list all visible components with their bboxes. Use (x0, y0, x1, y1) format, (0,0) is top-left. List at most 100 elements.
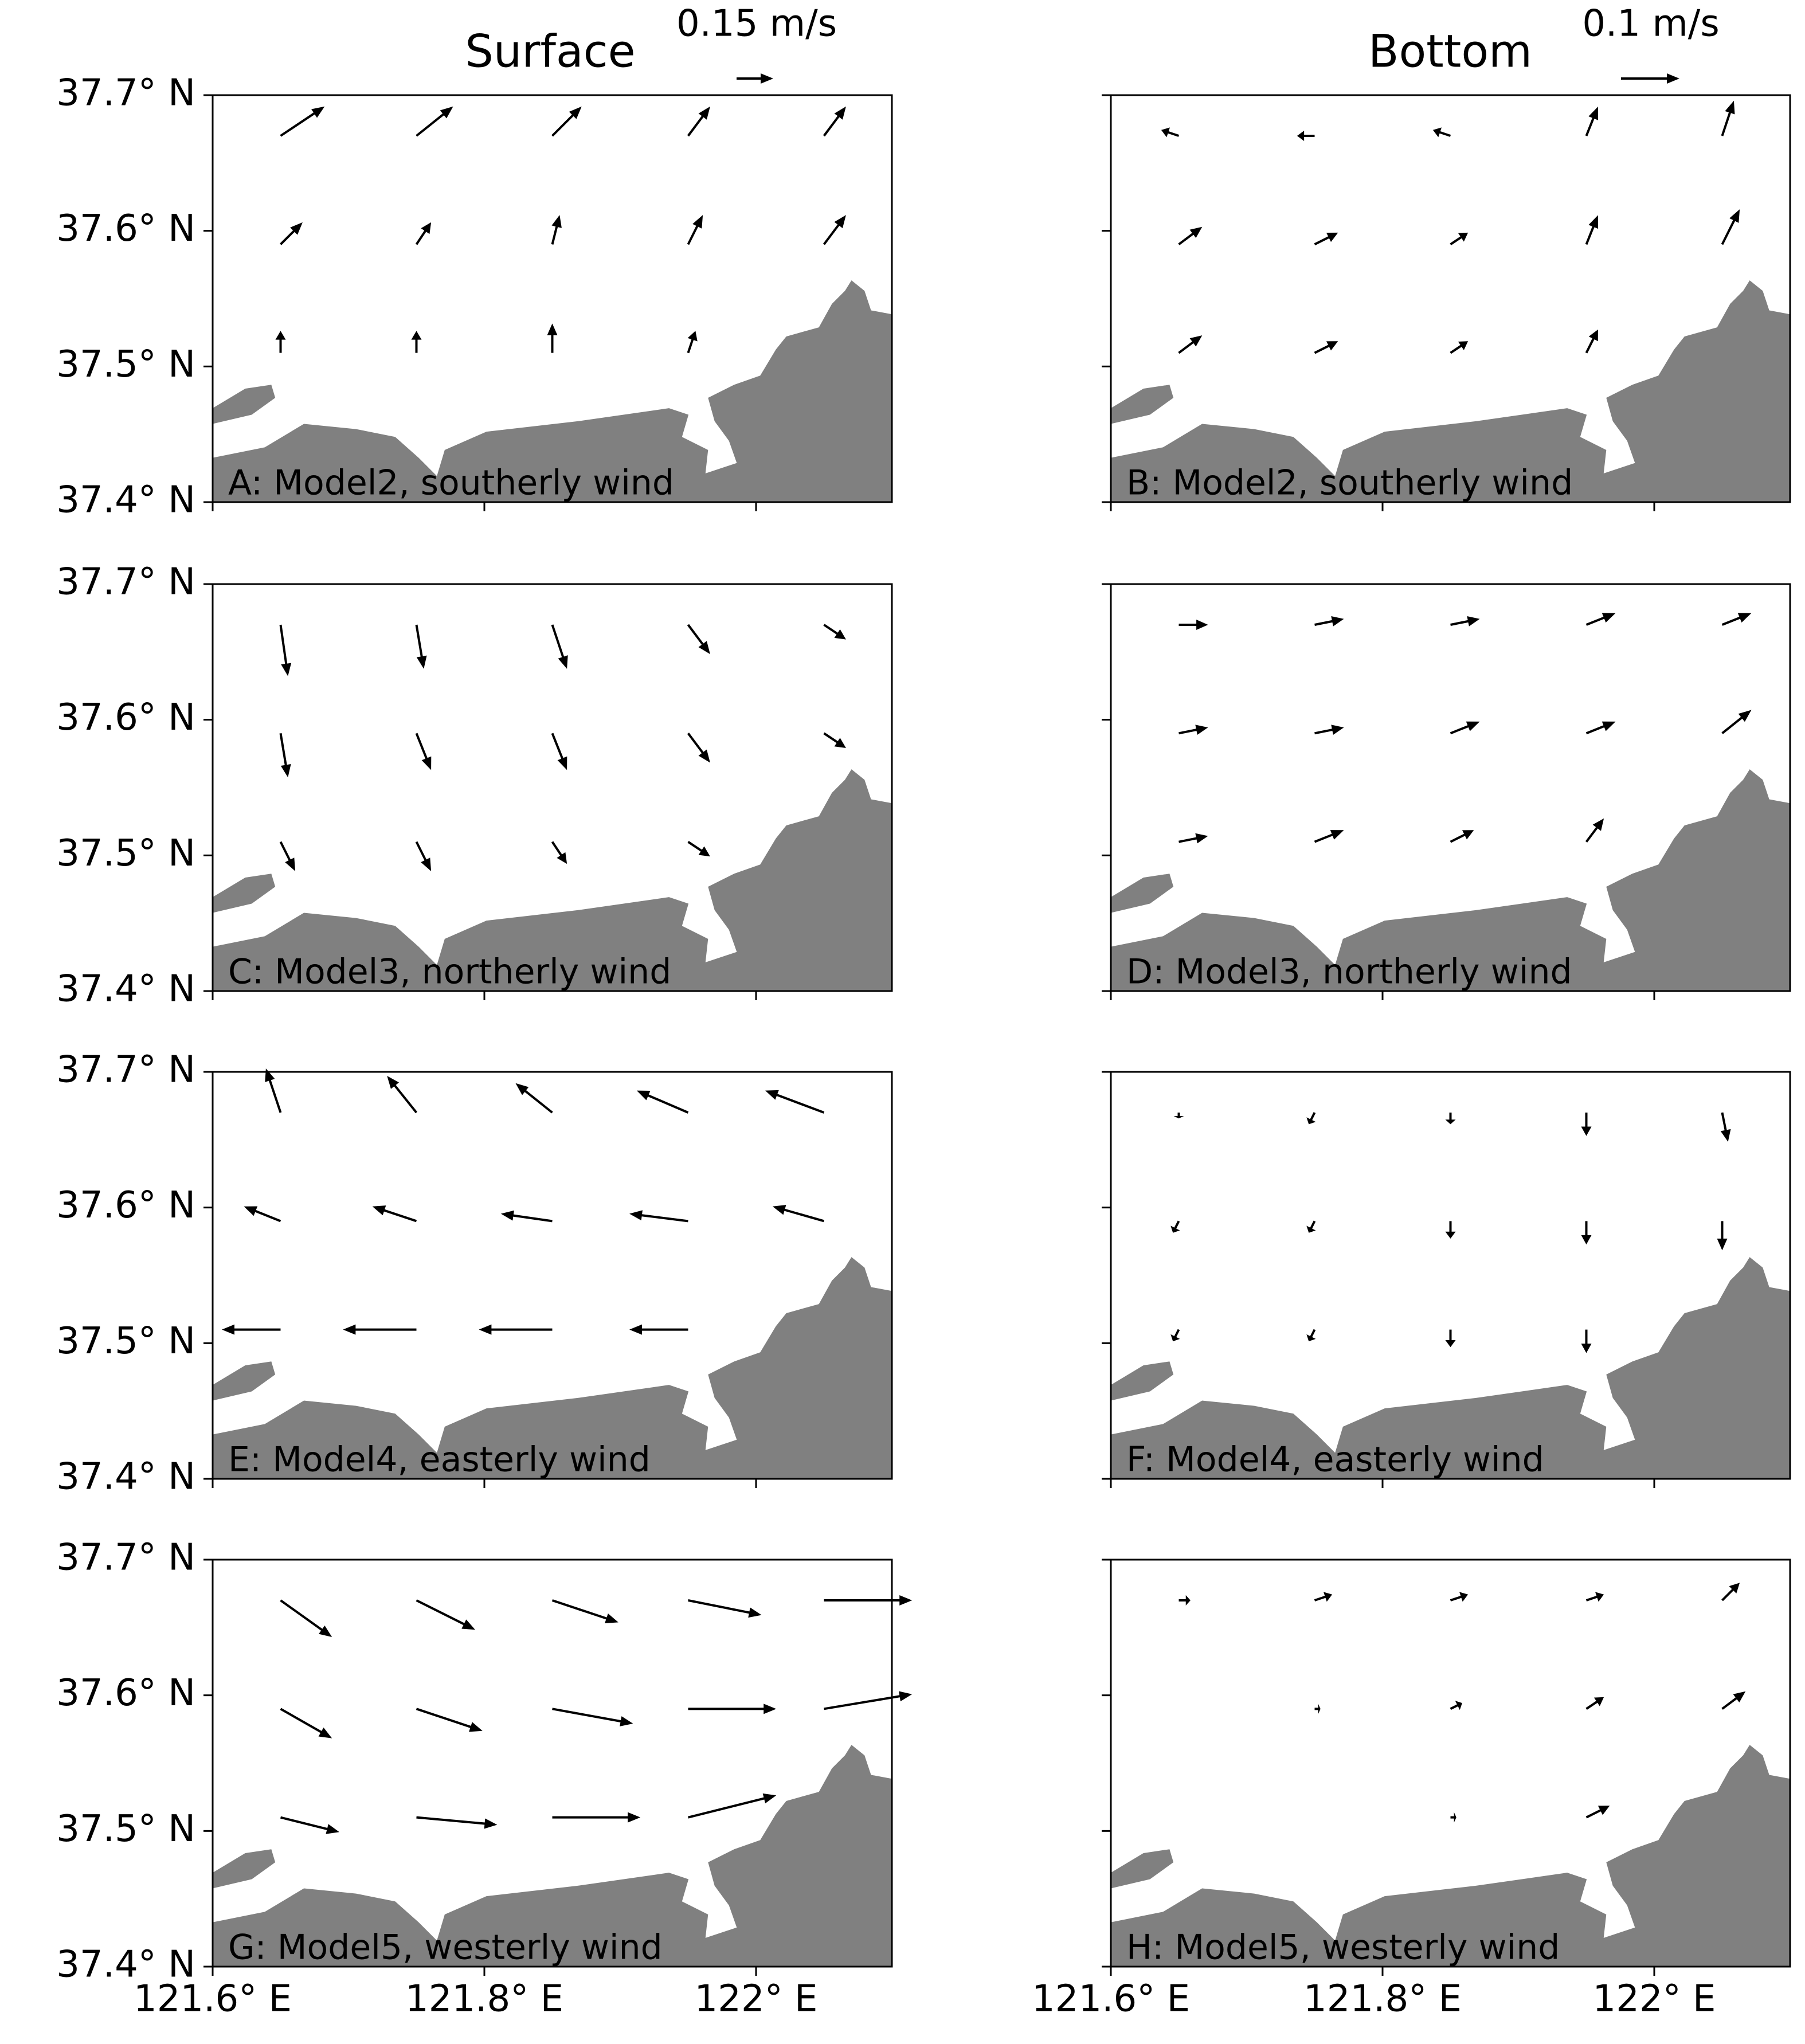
current-vector (823, 215, 846, 245)
current-vector (222, 1324, 281, 1335)
key-label: 0.15 m/s (676, 3, 837, 45)
x-tick-label: 122° E (695, 1978, 818, 2020)
current-vector (1170, 1329, 1180, 1342)
current-vector (280, 222, 303, 245)
y-tick-label: 37.4° N (56, 1944, 195, 1986)
column-title: Bottom (1368, 26, 1532, 77)
current-vector (1178, 1595, 1191, 1606)
current-vector (551, 733, 567, 770)
current-vector (1581, 1221, 1592, 1245)
axes-frame (212, 1071, 893, 1480)
panel-label: B: Model2, southerly wind (1126, 463, 1573, 503)
current-vector (1717, 1221, 1728, 1251)
current-vector (551, 624, 568, 669)
panel: B: Model2, southerly wind (1102, 94, 1791, 511)
current-vector (1585, 1697, 1604, 1710)
current-vector (824, 1595, 913, 1606)
current-vector (415, 222, 432, 245)
current-vector (1306, 1220, 1316, 1233)
panel-label: C: Model3, northerly wind (228, 952, 671, 992)
axes-frame (1110, 1559, 1791, 1968)
current-vector (551, 841, 567, 864)
current-vector (1314, 616, 1344, 626)
panel-label: H: Model5, westerly wind (1126, 1928, 1560, 1968)
x-tick-label: 122° E (1593, 1978, 1716, 2020)
y-tick-label: 37.6° N (56, 1672, 195, 1714)
current-vector (275, 331, 286, 353)
panel: 37.4° N 37.5° N 37.6° N 37.7° N A: Model2, s… (56, 72, 893, 522)
current-vector (1450, 232, 1469, 245)
current-vector (1450, 1812, 1456, 1823)
axes-frame (1110, 94, 1791, 503)
current-vector (280, 1708, 332, 1738)
current-vector (416, 1599, 475, 1630)
current-vector (552, 1708, 633, 1726)
current-vector (416, 1708, 483, 1732)
axes-frame (212, 583, 893, 992)
current-vector (1314, 232, 1338, 246)
column-title: Surface (465, 26, 635, 77)
current-vector (1173, 1113, 1184, 1119)
current-vector (1585, 107, 1599, 136)
current-vector (1306, 1112, 1316, 1125)
current-vector (765, 1090, 825, 1114)
current-vector (279, 624, 292, 676)
y-tick-label: 37.4° N (56, 1456, 195, 1498)
current-vector (1585, 613, 1616, 626)
current-vector (415, 841, 432, 871)
current-vector (1432, 127, 1451, 138)
current-vector (1581, 1113, 1592, 1136)
current-vector (687, 733, 710, 763)
panel-label: A: Model2, southerly wind (228, 463, 674, 503)
key-arrow (1621, 73, 1679, 84)
current-vector (552, 1812, 641, 1823)
axes-frame (212, 1559, 893, 1968)
current-vector (688, 1704, 777, 1714)
current-vector (416, 106, 453, 137)
current-vector (688, 1599, 762, 1618)
current-vector (416, 1816, 498, 1829)
current-vector (244, 1206, 281, 1223)
current-vector (1720, 1112, 1731, 1142)
current-vector (1581, 1329, 1592, 1353)
y-tick-label: 37.6° N (56, 696, 195, 739)
current-vector (1450, 1701, 1462, 1710)
y-tick-label: 37.7° N (56, 561, 195, 604)
current-vector (824, 1691, 913, 1710)
current-vector (500, 1210, 553, 1223)
panel: 121.6° E 121.8° E 122° E 37.4° N 37.5° N 37.6… (56, 1537, 913, 2020)
current-vector (1314, 725, 1344, 735)
current-vector (1450, 1592, 1469, 1602)
x-tick-label: 121.6° E (1032, 1978, 1190, 2020)
current-vector (687, 841, 710, 857)
current-vector (280, 106, 325, 137)
current-vector (1585, 1806, 1610, 1819)
current-vector (1314, 1704, 1321, 1714)
current-vector (1178, 833, 1208, 844)
current-vector (515, 1083, 553, 1114)
panel: 37.4° N 37.5° N 37.6° N 37.7° N E: Model4, e… (56, 1049, 893, 1498)
panel-label: D: Model3, northerly wind (1126, 952, 1572, 992)
current-vector (1450, 721, 1480, 735)
current-vector (343, 1324, 417, 1335)
current-vector (280, 1599, 332, 1638)
x-tick-label: 121.6° E (134, 1978, 292, 2020)
current-vector (823, 106, 846, 137)
current-vector (547, 323, 558, 353)
current-vector (279, 841, 296, 871)
current-vector (772, 1205, 825, 1223)
current-vector (1721, 100, 1735, 136)
current-vector (1445, 1113, 1456, 1125)
y-tick-label: 37.5° N (56, 1320, 195, 1362)
current-vector (1178, 725, 1208, 735)
current-vector (688, 1793, 777, 1819)
panel: 37.4° N 37.5° N 37.6° N 37.7° N C: Model3, n… (56, 561, 893, 1011)
current-vector (1178, 620, 1208, 630)
current-vector (1450, 341, 1469, 354)
current-vector (1297, 131, 1315, 141)
current-vector (687, 331, 698, 354)
current-vector (687, 106, 710, 137)
current-vector (636, 1090, 689, 1114)
current-vector (1450, 830, 1474, 843)
current-vector (1314, 830, 1344, 843)
